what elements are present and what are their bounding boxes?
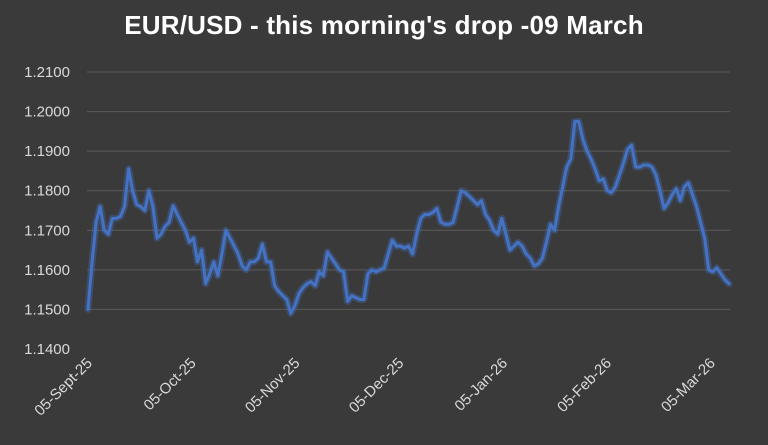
y-tick-label: 1.2000 xyxy=(24,104,70,121)
y-tick-label: 1.1700 xyxy=(24,222,70,239)
gridlines xyxy=(87,71,730,310)
x-tick-label: 05-Dec-25 xyxy=(346,355,408,417)
y-tick-label: 1.2100 xyxy=(24,64,70,81)
x-tick-label: 05-Nov-25 xyxy=(242,355,304,417)
chart-title: EUR/USD - this morning's drop -09 March xyxy=(124,10,644,40)
x-tick-label: 05-Sept-25 xyxy=(31,355,96,420)
x-tick-label: 05-Jan-26 xyxy=(451,355,511,415)
y-tick-label: 1.1500 xyxy=(24,301,70,318)
y-tick-label: 1.1900 xyxy=(24,143,70,160)
series-line xyxy=(86,120,731,315)
y-axis-ticks: 1.1400 1.1500 1.1600 1.1700 1.1800 1.1900 1.20… xyxy=(24,64,70,358)
x-tick-label: 05-Oct-25 xyxy=(140,355,199,414)
y-tick-label: 1.1600 xyxy=(24,262,70,279)
x-tick-label: 05-Feb-26 xyxy=(554,355,615,416)
x-tick-label: 05-Mar-26 xyxy=(658,355,719,416)
x-axis-ticks: 05-Sept-25 05-Oct-25 05-Nov-25 05-Dec-25 05-… xyxy=(31,355,719,420)
y-tick-label: 1.1800 xyxy=(24,183,70,200)
series-line-group xyxy=(84,118,733,317)
y-tick-label: 1.1400 xyxy=(24,341,70,358)
